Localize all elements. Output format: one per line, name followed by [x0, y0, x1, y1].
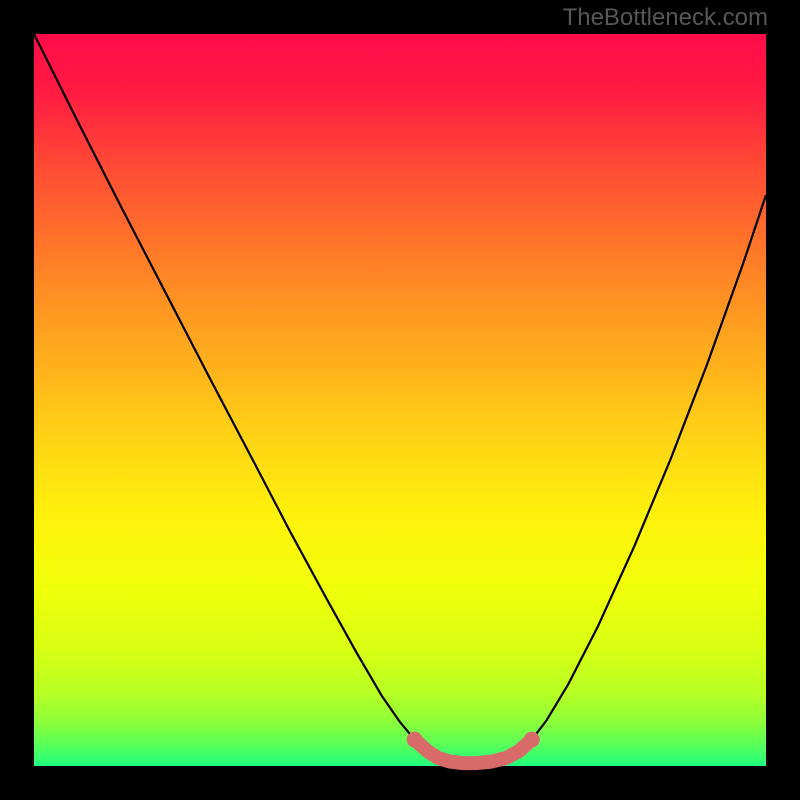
watermark-text: TheBottleneck.com	[563, 4, 768, 32]
valley-cap-right	[524, 732, 540, 748]
plot-area	[34, 34, 766, 766]
valley-cap-left	[407, 732, 423, 748]
curve-layer	[34, 34, 766, 766]
valley-highlight	[415, 740, 532, 763]
bottleneck-curve	[34, 34, 766, 763]
chart-stage: TheBottleneck.com	[0, 0, 800, 800]
